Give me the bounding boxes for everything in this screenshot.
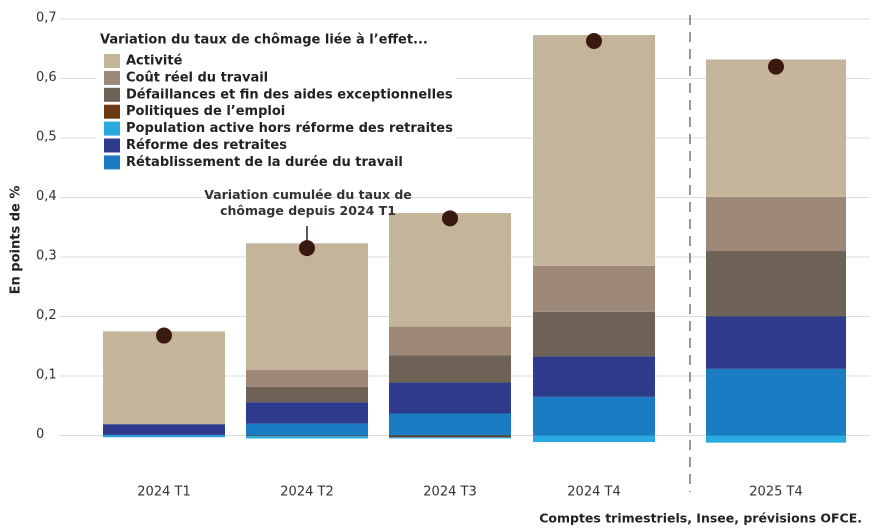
legend-label: Politiques de l’emploi (126, 104, 285, 119)
legend-label: Population active hors réforme des retra… (126, 121, 453, 136)
bar-segment (389, 326, 511, 356)
y-tick-label: 0,4 (36, 189, 57, 204)
bar-segment (246, 386, 368, 403)
bar-segment (389, 413, 511, 436)
legend-swatch (104, 121, 120, 136)
bar-segment (533, 435, 655, 443)
bar-segment (389, 435, 511, 438)
legend-label: Rétablissement de la durée du travail (126, 155, 403, 170)
bar-segment (533, 35, 655, 266)
x-tick-label: 2024 T1 (137, 485, 190, 500)
total-point (156, 327, 172, 344)
legend-label: Défaillances et fin des aides exceptionn… (126, 87, 453, 102)
bar-segment (246, 370, 368, 387)
bar-segment (706, 59, 846, 197)
legend-swatch (104, 138, 120, 153)
bar-segment (103, 434, 225, 436)
y-tick-label: 0,5 (36, 130, 57, 145)
y-tick-label: 0,7 (36, 11, 57, 26)
x-tick-label: 2024 T3 (423, 485, 476, 500)
bar-segment (706, 316, 846, 369)
y-tick-label: 0,6 (36, 70, 57, 85)
legend-label: Coût réel du travail (126, 70, 268, 85)
annotation: Variation cumulée du taux de chômage dep… (204, 187, 412, 218)
y-axis-label: En points de % (9, 186, 24, 295)
bar-segment (103, 435, 225, 438)
bar-segment (246, 435, 368, 437)
bar-segment (246, 243, 368, 371)
total-point (586, 33, 602, 50)
annotation-arrowhead (302, 244, 312, 252)
bar-segment (246, 402, 368, 424)
y-tick-label: 0,3 (36, 249, 57, 264)
y-tick-label: 0,1 (36, 368, 57, 383)
x-tick-label: 2024 T4 (567, 485, 620, 500)
legend-swatch (104, 155, 120, 170)
bar-segment (389, 355, 511, 383)
x-tick-label: 2025 T4 (749, 485, 802, 500)
bar-segment (389, 437, 511, 439)
bar-segment (706, 435, 846, 443)
bar-segment (533, 311, 655, 357)
bar-segment (533, 396, 655, 436)
y-tick-label: 0,2 (36, 308, 57, 323)
bar-segment (706, 368, 846, 436)
legend-bg (96, 28, 456, 172)
total-point (442, 210, 458, 227)
total-point (768, 58, 784, 75)
bar-segment (533, 356, 655, 397)
bar-segment (533, 265, 655, 312)
bar-segment (246, 436, 368, 439)
y-tick-label: 0 (36, 427, 44, 442)
bar-segment (706, 196, 846, 252)
x-tick-label: 2024 T2 (280, 485, 333, 500)
bar-segment (103, 424, 225, 435)
legend-swatch (104, 54, 120, 68)
legend-title: Variation du taux de chômage liée à l’ef… (100, 33, 428, 48)
bar-segment (389, 382, 511, 414)
bar-segment (103, 331, 225, 425)
bar-segment (246, 423, 368, 436)
legend-swatch (104, 87, 120, 102)
bar-segment (706, 251, 846, 317)
bar-segment (389, 212, 511, 327)
legend-swatch (104, 104, 120, 119)
source: Comptes trimestriels, Insee, prévisions … (539, 511, 862, 526)
legend-label: Réforme des retraites (126, 138, 287, 153)
legend-swatch (104, 70, 120, 85)
legend-label: Activité (126, 54, 183, 69)
